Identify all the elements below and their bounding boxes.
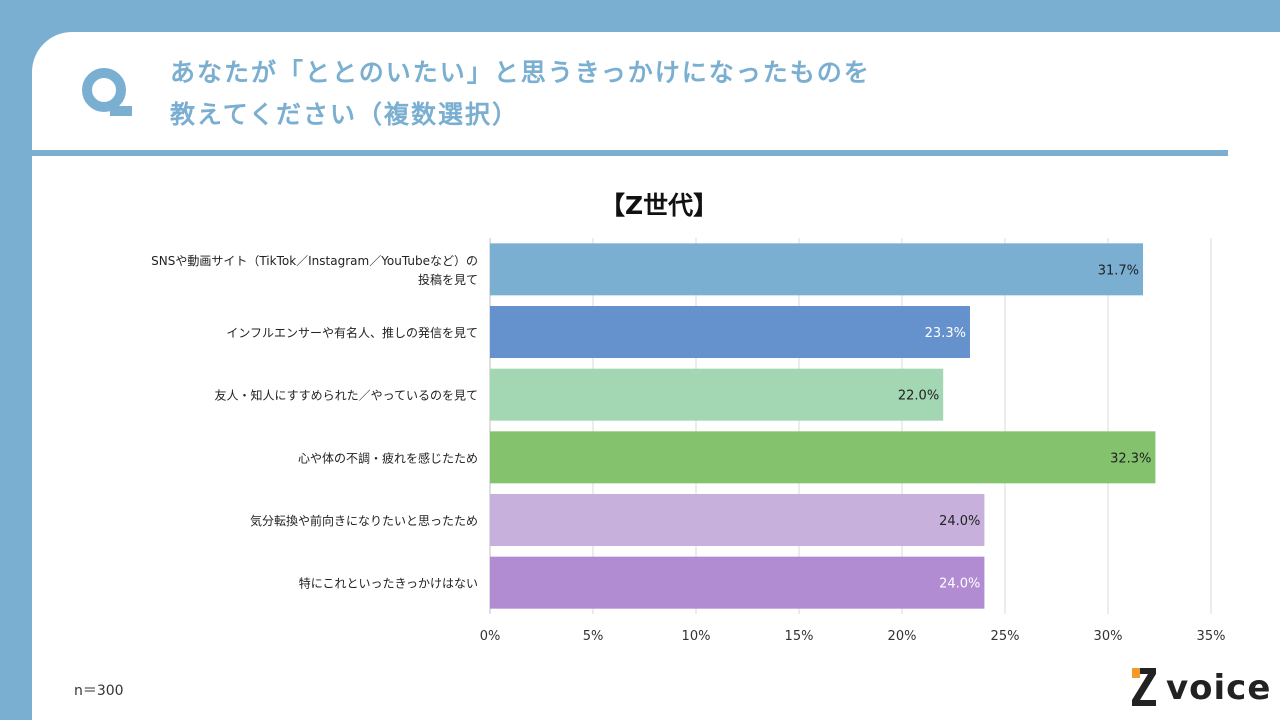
bar: [490, 368, 944, 421]
bar: [490, 306, 970, 358]
bar-value-label: 32.3%: [1110, 451, 1151, 466]
x-tick-label: 20%: [888, 629, 917, 644]
bar: [490, 431, 1156, 484]
bar-value-label: 24.0%: [939, 514, 980, 529]
zvoice-logo: voice: [1130, 664, 1278, 712]
bar-value-label: 24.0%: [939, 577, 980, 592]
question-line-1: あなたが「ととのいたい」と思うきっかけになったものを: [170, 58, 871, 87]
x-tick-label: 10%: [682, 629, 711, 644]
bar-value-label: 22.0%: [898, 389, 939, 404]
category-label: 気分転換や前向きになりたいと思ったため: [250, 513, 478, 528]
header-divider: [32, 150, 1228, 156]
sample-size-label: n＝300: [74, 683, 124, 699]
bar: [490, 243, 1144, 296]
x-tick-label: 25%: [991, 629, 1020, 644]
category-label: 特にこれといったきっかけはない: [299, 576, 478, 591]
x-tick-label: 15%: [785, 629, 814, 644]
bar-value-label: 31.7%: [1098, 263, 1139, 278]
question-q-icon: [82, 68, 132, 116]
z-logo-icon: [1132, 668, 1156, 706]
category-label: SNSや動画サイト（TikTok／Instagram／YouTubeなど）の: [151, 254, 478, 268]
bar: [490, 494, 985, 546]
category-label: インフルエンサーや有名人、推しの発信を見て: [226, 325, 478, 340]
x-tick-label: 0%: [480, 629, 501, 644]
logo-text: voice: [1166, 668, 1272, 708]
question-text: あなたが「ととのいたい」と思うきっかけになったものを 教えてください（複数選択）: [170, 52, 871, 136]
bar-value-label: 23.3%: [925, 326, 966, 341]
category-label: 友人・知人にすすめられた／やっているのを見て: [214, 389, 478, 403]
x-tick-label: 35%: [1197, 629, 1226, 644]
x-tick-label: 30%: [1094, 629, 1123, 644]
x-tick-label: 5%: [583, 629, 604, 644]
question-line-2: 教えてください（複数選択）: [170, 100, 520, 129]
category-label: 投稿を見て: [418, 272, 478, 287]
category-label: 心や体の不調・疲れを感じたため: [298, 450, 478, 465]
chart-title: 【Z世代】: [600, 191, 719, 220]
bar: [490, 556, 985, 609]
